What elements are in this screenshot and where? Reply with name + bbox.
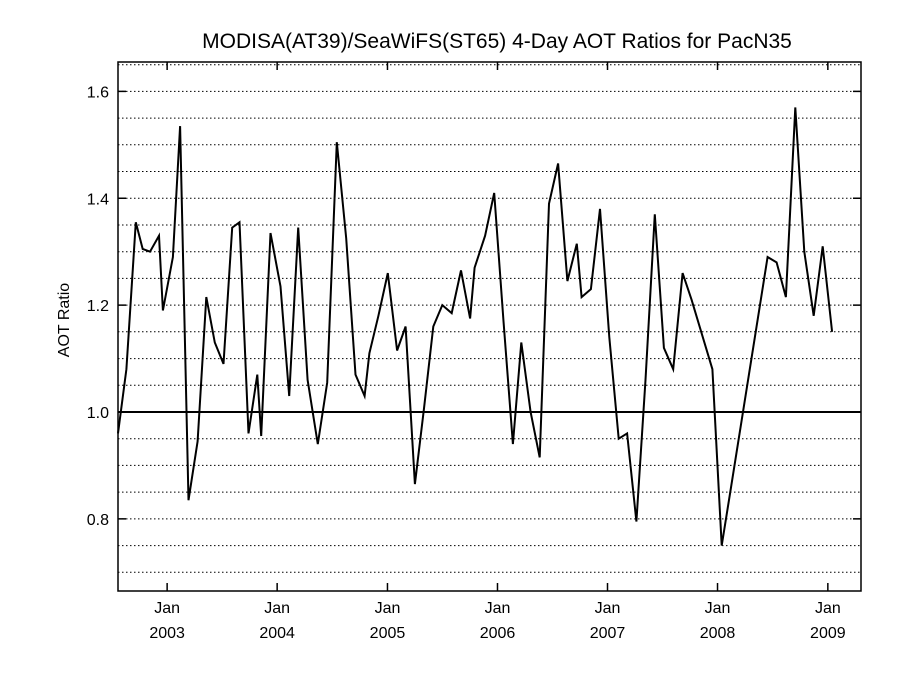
x-tick-month-label: Jan (264, 600, 290, 617)
gridlines (118, 64, 861, 573)
x-tick-year-label: 2005 (370, 625, 406, 642)
x-tick-year-label: 2007 (590, 625, 626, 642)
x-tick-month-label: Jan (375, 600, 401, 617)
x-tick-year-label: 2004 (259, 625, 295, 642)
series-line (117, 107, 834, 546)
x-tick-year-label: 2003 (149, 625, 185, 642)
plot-frame (117, 61, 862, 592)
y-tick-label: 1.4 (87, 191, 109, 208)
y-axis-ticks: 0.8 1.0 1.2 1.4 1.6 (87, 84, 861, 529)
chart-title: MODISA(AT39)/SeaWiFS(ST65) 4-Day AOT Rat… (202, 30, 792, 53)
y-axis-title: AOT Ratio (56, 283, 73, 358)
y-tick-label: 1.6 (87, 84, 109, 101)
y-tick-label: 1.2 (87, 298, 109, 315)
x-tick-month-label: Jan (705, 600, 731, 617)
x-tick-year-label: 2006 (480, 625, 516, 642)
x-axis-ticks: Jan 2003 Jan 2004 Jan 2005 Jan 2006 Jan 2007 Jan 20… (149, 62, 846, 642)
data-series (117, 107, 834, 546)
y-tick-label: 0.8 (87, 512, 109, 529)
x-tick-month-label: Jan (485, 600, 511, 617)
x-tick-year-label: 2009 (810, 625, 846, 642)
y-tick-label: 1.0 (87, 405, 109, 422)
x-tick-month-label: Jan (815, 600, 841, 617)
x-tick-month-label: Jan (154, 600, 180, 617)
x-tick-month-label: Jan (595, 600, 621, 617)
x-tick-year-label: 2008 (700, 625, 736, 642)
